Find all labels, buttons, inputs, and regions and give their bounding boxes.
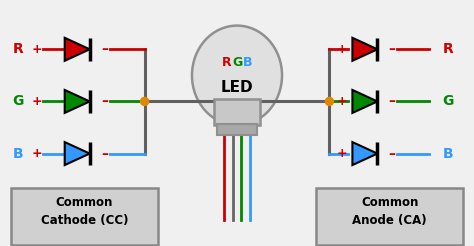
Text: –: – [101,147,108,161]
Bar [217,124,257,135]
Text: B: B [243,56,252,69]
Ellipse shape [192,26,282,125]
Text: Common
Anode (CA): Common Anode (CA) [352,196,427,227]
Text: +: + [32,147,42,160]
Text: Common
Cathode (CC): Common Cathode (CC) [41,196,128,227]
Circle shape [141,97,149,106]
Text: LED: LED [221,80,253,95]
Text: +: + [32,95,42,108]
Polygon shape [352,142,377,165]
Polygon shape [65,90,90,113]
Text: +: + [337,43,347,56]
Circle shape [325,97,333,106]
FancyBboxPatch shape [11,188,158,245]
Text: B: B [443,147,453,161]
Text: B: B [13,147,23,161]
FancyBboxPatch shape [316,188,463,245]
Text: +: + [32,43,42,56]
Text: –: – [101,42,108,56]
Polygon shape [65,38,90,61]
Text: –: – [388,42,395,56]
Polygon shape [352,90,377,113]
Text: G: G [232,56,242,69]
Text: R: R [222,56,231,69]
Text: –: – [388,94,395,108]
Text: G: G [12,94,24,108]
Text: +: + [337,95,347,108]
Bar [215,99,259,125]
Text: +: + [337,147,347,160]
Text: R: R [443,42,453,56]
Text: –: – [101,94,108,108]
Text: –: – [388,147,395,161]
Text: G: G [442,94,454,108]
Polygon shape [352,38,377,61]
Polygon shape [65,142,90,165]
Text: R: R [13,42,23,56]
